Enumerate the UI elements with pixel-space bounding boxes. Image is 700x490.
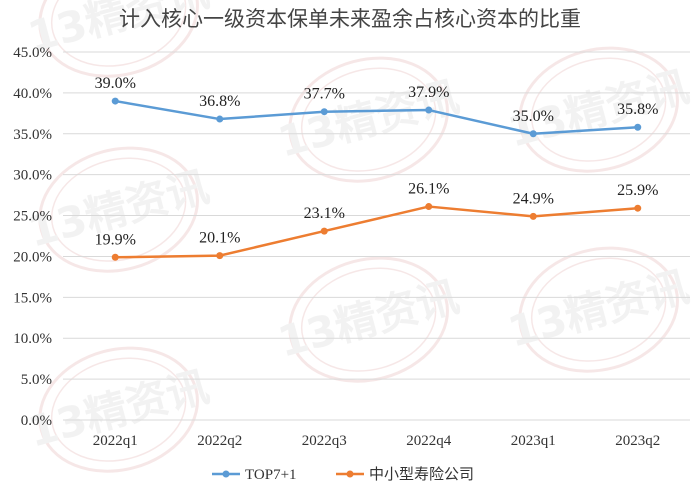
series-line: [115, 205, 638, 259]
y-tick-label: 15.0%: [13, 290, 52, 306]
data-point: [425, 106, 433, 114]
data-point: [216, 252, 224, 260]
y-tick-label: 5.0%: [21, 372, 52, 388]
svg-text:13精资讯: 13精资讯: [503, 262, 694, 357]
legend: TOP7+1 中小型寿险公司: [212, 466, 474, 483]
data-point: [111, 253, 119, 261]
y-tick-label: 35.0%: [13, 127, 52, 143]
data-point: [634, 123, 642, 131]
series-2: 19.9% 20.1% 23.1% 26.1% 24.9% 25.9%: [95, 181, 658, 261]
chart-title: 计入核心一级资本保单未来盈余占核心资本的比重: [119, 7, 581, 31]
data-point: [425, 203, 433, 211]
x-tick-label: 2023q1: [511, 433, 556, 449]
data-label: 35.8%: [617, 101, 658, 118]
x-tick-label: 2022q3: [302, 433, 347, 449]
y-tick-label: 45.0%: [13, 45, 52, 61]
legend-item: 中小型寿险公司: [336, 466, 474, 483]
x-tick-label: 2022q2: [197, 433, 242, 449]
legend-marker: [222, 470, 230, 478]
x-tick-label: 2022q1: [93, 433, 138, 449]
y-tick-label: 25.0%: [13, 209, 52, 225]
data-label: 35.0%: [513, 108, 554, 125]
legend-label: 中小型寿险公司: [369, 466, 474, 483]
svg-text:13精资讯: 13精资讯: [273, 272, 464, 367]
data-label: 26.1%: [408, 181, 449, 198]
data-label: 36.8%: [199, 93, 240, 110]
y-tick-label: 0.0%: [21, 413, 52, 429]
series-line: [115, 99, 638, 136]
data-point: [216, 115, 224, 123]
watermark: 13精资讯: [503, 246, 694, 373]
legend-marker: [346, 470, 354, 478]
data-point: [634, 204, 642, 212]
y-tick-label: 20.0%: [13, 249, 52, 265]
data-label: 37.7%: [304, 86, 345, 103]
data-point: [320, 227, 328, 235]
data-label: 25.9%: [617, 182, 658, 199]
x-tick-label: 2023q2: [615, 433, 660, 449]
legend-label: TOP7+1: [245, 467, 297, 483]
data-label: 20.1%: [199, 230, 240, 247]
legend-item: TOP7+1: [212, 467, 297, 483]
data-point: [529, 212, 537, 220]
y-tick-label: 30.0%: [13, 168, 52, 184]
x-tick-label: 2022q4: [406, 433, 452, 449]
data-label: 19.9%: [95, 231, 136, 248]
data-label: 37.9%: [408, 84, 449, 101]
data-label: 24.9%: [513, 190, 554, 207]
y-axis-ticks: 0.0% 5.0% 10.0% 15.0% 20.0% 25.0% 30.0% 35.0% 40…: [13, 45, 52, 429]
y-tick-label: 10.0%: [13, 331, 52, 347]
data-point: [111, 97, 119, 105]
series-1: 39.0% 36.8% 37.7% 37.9% 35.0% 35.8%: [95, 75, 658, 138]
watermark: 13精资讯: [273, 256, 464, 383]
x-axis-ticks: 2022q1 2022q2 2022q3 2022q4 2023q1 2023q2: [93, 433, 661, 449]
y-tick-label: 40.0%: [13, 86, 52, 102]
series-layer: 39.0% 36.8% 37.7% 37.9% 35.0% 35.8% 19.9% 20.1%…: [95, 75, 658, 261]
data-label: 39.0%: [95, 75, 136, 92]
gridlines: [63, 51, 690, 421]
data-point: [320, 108, 328, 116]
data-point: [529, 130, 537, 138]
watermark: 13精资讯: [23, 346, 214, 473]
watermark: 13精资讯: [273, 56, 464, 183]
data-label: 23.1%: [304, 205, 345, 222]
